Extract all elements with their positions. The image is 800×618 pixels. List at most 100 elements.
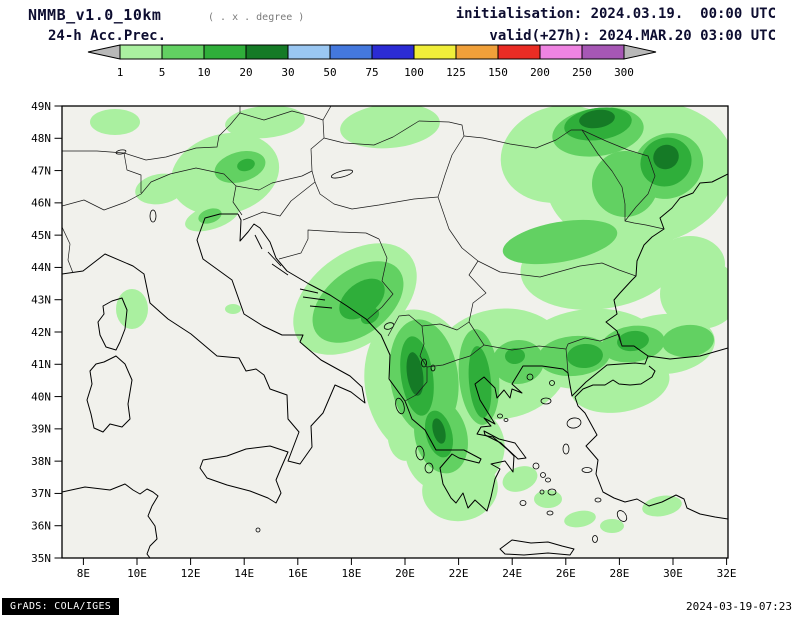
country-border [387,314,423,337]
precip-contour-level-0 [225,106,305,139]
precip-contour-level-0 [564,510,596,528]
lat-tick-label: 41N [31,358,51,371]
lat-tick-label: 37N [31,487,51,500]
country-border [463,129,582,149]
coastline [574,396,728,520]
small-island-or-lake [497,413,503,419]
country-border [477,260,637,278]
coastline [605,173,728,357]
colorbar-tick-label: 10 [197,66,210,79]
colorbar-tick-label: 75 [365,66,378,79]
colorbar-segment [203,44,247,60]
island-coastline [97,297,128,351]
lon-tick-label: 20E [395,567,415,580]
country-border [581,129,665,230]
precip-contour-level-0 [387,417,419,461]
lon-tick-label: 8E [77,567,90,580]
lat-tick-label: 47N [31,164,51,177]
island-coastline [302,296,326,301]
country-border [404,367,428,402]
country-border [581,129,656,222]
precipitation-colorbar: 1 5 10 20 30 50 75 100 125 150 200 250 300 [87,44,657,79]
precip-contour-level-1 [502,219,618,265]
model-resolution-note: ( . x . degree ) [208,12,305,23]
island-coastline [299,288,319,294]
small-island-or-lake [545,477,551,483]
colorbar-tick-label: 250 [572,66,592,79]
lon-tick-label: 14E [234,567,254,580]
country-border [468,260,487,346]
product-title: 24-h Acc.Prec. [48,28,167,44]
country-border [62,226,74,274]
lat-tick-label: 42N [31,326,51,339]
small-island-or-lake [594,497,602,503]
lon-tick-label: 26E [556,567,576,580]
country-border [483,343,569,351]
valid-time: valid(+27h): 2024.MAR.20 03:00 UTC [489,28,776,44]
colorbar-tick-label: 100 [404,66,424,79]
precip-contour-level-0 [340,106,440,149]
precip-contour-level-0 [600,519,624,533]
country-border [419,325,428,368]
lon-tick-label: 16E [288,567,308,580]
small-island-or-lake [532,462,540,470]
colorbar-tick-label: 5 [159,66,166,79]
small-island-or-lake [526,373,534,381]
country-border [278,229,380,260]
lat-tick-label: 48N [31,132,51,145]
lat-tick-label: 38N [31,455,51,468]
country-border [62,167,243,216]
colorbar-segment [581,44,625,60]
country-border [323,120,465,146]
lon-tick-label: 24E [502,567,522,580]
precip-contour-level-3 [579,109,615,129]
lat-tick-label: 40N [31,390,51,403]
small-island-or-lake [562,443,570,455]
map-plot: 49N 48N 47N 46N 45N 44N 43N 42N 41N 40N 39N 38N 37N 3… [31,100,736,580]
lat-tick-label: 35N [31,552,51,565]
small-island-or-lake [330,169,354,179]
country-border [421,321,470,331]
lon-tick-label: 30E [663,567,683,580]
precip-contour-level-1 [662,324,714,358]
lat-tick-label: 45N [31,229,51,242]
small-island-or-lake [430,364,436,372]
grads-credit: GrADS: COLA/IGES [2,598,120,615]
small-island-or-lake [424,462,434,474]
country-border [239,106,332,121]
precip-contour-level-0 [655,236,725,292]
small-island-or-lake [549,380,555,386]
precip-contour-level-3 [432,418,446,444]
country-border [565,348,569,374]
colorbar-segment [371,44,415,60]
island-coastline [483,430,527,460]
colorbar-tick-label: 300 [614,66,634,79]
precip-contour-level-0 [90,109,140,135]
small-island-or-lake [592,535,598,543]
small-island-or-lake [115,149,127,155]
small-island-or-lake [383,322,395,330]
country-border [62,150,125,154]
island-coastline [271,263,289,276]
country-border [314,181,439,210]
precip-contour-level-2 [567,343,603,369]
island-coastline [86,355,133,433]
lon-tick-label: 12E [181,567,201,580]
country-border [123,152,142,193]
small-island-or-lake [415,445,425,461]
colorbar-tick-label: 1 [117,66,124,79]
island-coastline [254,234,263,250]
precip-contour-level-2 [468,346,492,418]
colorbar-segment [413,44,457,60]
precip-contour-level-0 [502,466,538,492]
small-island-or-lake [547,488,557,496]
coastline [574,365,656,398]
small-island-or-lake [421,358,427,368]
precip-contour-level-2 [505,347,525,365]
colorbar-underflow-arrow [87,44,121,60]
precipitation-shading [90,106,728,533]
lat-tick-label: 49N [31,100,51,113]
island-coastline [199,445,289,504]
small-island-or-lake [540,472,546,478]
